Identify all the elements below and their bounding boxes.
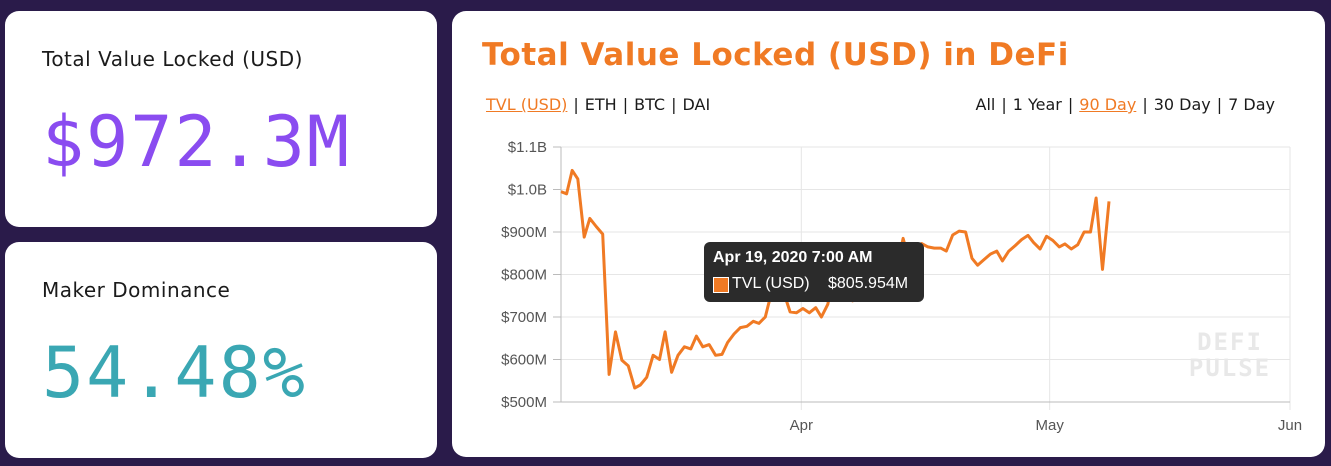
- tooltip-value: $805.954M: [828, 275, 909, 292]
- x-tick-label: Apr: [790, 417, 813, 434]
- y-tick-label: $1.1B: [508, 139, 547, 156]
- tab-separator: |: [622, 95, 629, 114]
- maker-dominance-label: Maker Dominance: [42, 278, 231, 302]
- y-tick-label: $1.0B: [508, 182, 547, 199]
- range-90-day[interactable]: 90 Day: [1079, 95, 1137, 114]
- tab-tvl-usd[interactable]: TVL (USD): [486, 95, 568, 114]
- y-tick-label: $700M: [501, 309, 547, 326]
- tvl-value: $972.3M: [42, 101, 352, 183]
- y-tick-label: $800M: [501, 267, 547, 284]
- maker-dominance-card: Maker Dominance 54.48%: [5, 242, 437, 458]
- tab-separator: |: [1142, 95, 1148, 114]
- y-tick-label: $900M: [501, 224, 547, 241]
- tab-separator: |: [1216, 95, 1223, 114]
- chart-title: Total Value Locked (USD) in DeFi: [482, 37, 1069, 73]
- tvl-card: Total Value Locked (USD) $972.3M: [5, 11, 437, 227]
- tooltip-date: Apr 19, 2020 7:00 AM: [713, 249, 873, 266]
- range-1-year[interactable]: 1 Year: [1012, 95, 1062, 114]
- x-tick-label: May: [1035, 417, 1064, 434]
- watermark-line: DEFI: [1197, 328, 1263, 356]
- y-tick-label: $500M: [501, 394, 547, 411]
- asset-tabs: TVL (USD) | ETH | BTC | DAI: [486, 95, 710, 114]
- tab-eth[interactable]: ETH: [584, 95, 617, 114]
- watermark-line: PULSE: [1188, 354, 1272, 382]
- tooltip-series-swatch: [713, 277, 729, 293]
- maker-dominance-value: 54.48%: [42, 332, 307, 414]
- range-all[interactable]: All: [975, 95, 996, 114]
- range-30-day[interactable]: 30 Day: [1153, 95, 1211, 114]
- tab-btc[interactable]: BTC: [634, 95, 666, 114]
- tvl-chart-card: Total Value Locked (USD) in DeFi TVL (US…: [452, 11, 1325, 457]
- tab-separator: |: [1067, 95, 1074, 114]
- defi-pulse-watermark: DEFI PULSE: [1180, 329, 1280, 381]
- tab-separator: |: [671, 95, 677, 114]
- tvl-label: Total Value Locked (USD): [42, 47, 303, 71]
- tab-separator: |: [1001, 95, 1007, 114]
- range-tabs: All | 1 Year | 90 Day | 30 Day | 7 Day: [976, 95, 1276, 114]
- y-tick-label: $600M: [501, 352, 547, 369]
- range-7-day[interactable]: 7 Day: [1228, 95, 1275, 114]
- tvl-line-chart[interactable]: $1.1B $1.0B $900M $800M $700M $600M $500M Apr Ma…: [452, 131, 1325, 451]
- tab-separator: |: [573, 95, 579, 114]
- x-tick-label: Jun: [1278, 417, 1302, 434]
- chart-tooltip: Apr 19, 2020 7:00 AM TVL (USD) $805.954M: [704, 242, 924, 302]
- tooltip-series-name: TVL (USD): [732, 275, 810, 292]
- tab-dai[interactable]: DAI: [682, 95, 711, 114]
